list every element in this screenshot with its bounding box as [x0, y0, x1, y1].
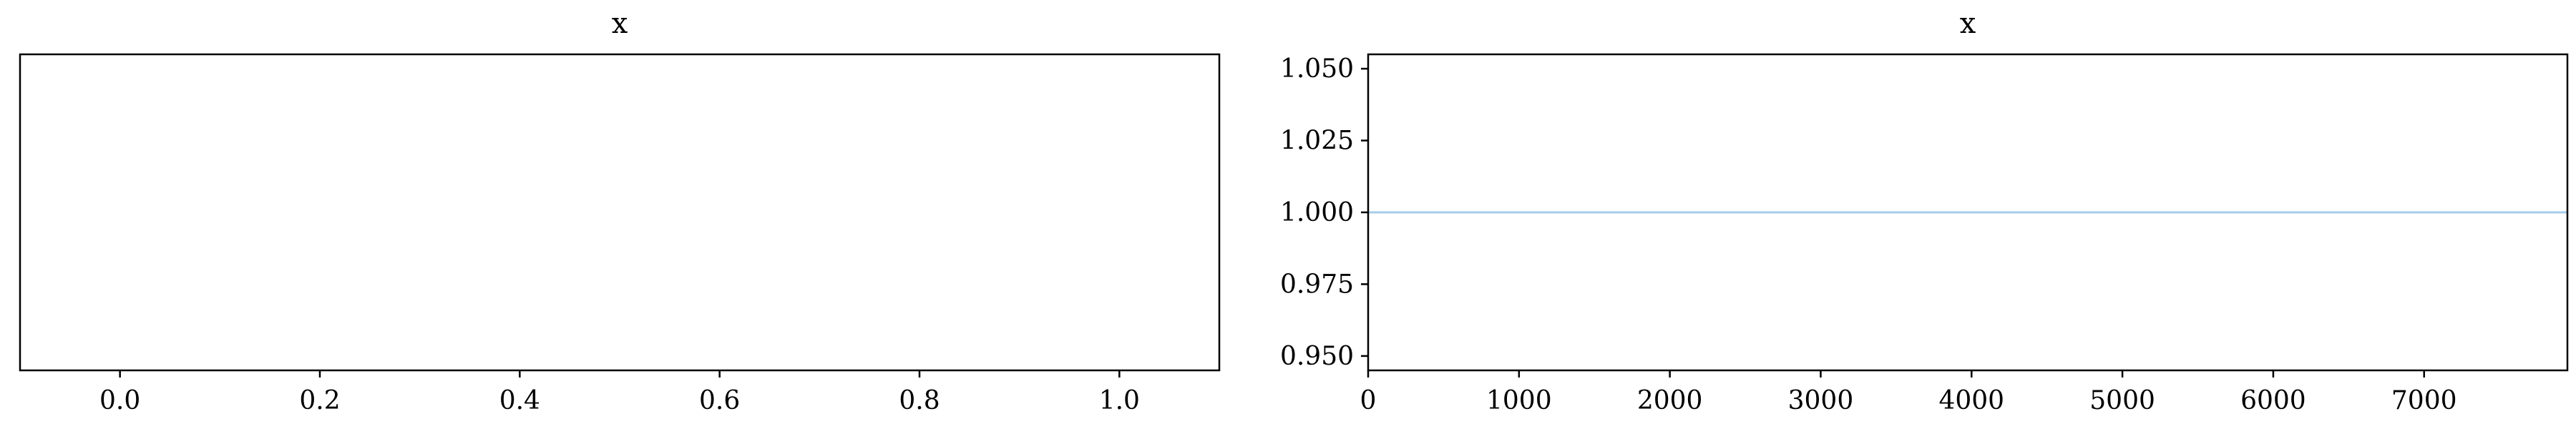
right-x-tick-label: 4000 — [1938, 386, 2004, 415]
left-subplot: x 0.0 0.2 0.4 0.6 0.8 1.0 — [19, 7, 1221, 415]
right-subplot: x 0 1000 2000 3000 4000 5000 6000 7000 0.9500.9… — [1280, 7, 2569, 415]
right-x-tick-label: 7000 — [2391, 386, 2457, 415]
left-subplot-title: x — [612, 7, 628, 40]
right-y-tick-label: 1.000 — [1280, 198, 1354, 227]
left-x-tick-label: 0.0 — [99, 386, 140, 415]
left-x-tick-label: 0.8 — [899, 386, 940, 415]
right-y-tick-label: 0.950 — [1280, 342, 1354, 371]
left-x-axis: 0.0 0.2 0.4 0.6 0.8 1.0 — [99, 370, 1140, 415]
right-y-tick-label: 1.025 — [1280, 127, 1354, 156]
right-y-axis: 0.950 0.975 1.000 1.025 1.050 — [1280, 54, 1368, 371]
left-plot-frame — [19, 53, 1221, 372]
right-x-tick-label: 1000 — [1486, 386, 1552, 415]
left-x-tick-label: 0.6 — [699, 386, 740, 415]
right-subplot-title: x — [1960, 7, 1976, 40]
right-x-tick-label: 6000 — [2240, 386, 2306, 415]
right-y-tick-label: 1.050 — [1280, 54, 1354, 84]
right-y-tick-label: 0.975 — [1280, 270, 1354, 299]
left-x-tick-label: 0.2 — [299, 386, 340, 415]
right-x-axis: 0 1000 2000 3000 4000 5000 6000 7000 — [1360, 370, 2457, 415]
right-x-tick-label: 2000 — [1637, 386, 1703, 415]
right-x-tick-label: 5000 — [2089, 386, 2155, 415]
left-x-tick-label: 0.4 — [499, 386, 540, 415]
left-x-tick-label: 1.0 — [1099, 386, 1140, 415]
right-x-tick-label: 3000 — [1788, 386, 1854, 415]
right-x-tick-label: 0 — [1360, 386, 1377, 415]
